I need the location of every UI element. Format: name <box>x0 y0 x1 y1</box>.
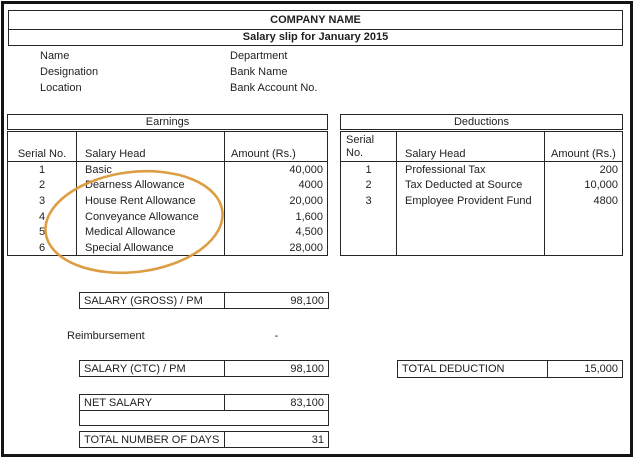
deductions-header-serial: Serial No. <box>341 132 397 161</box>
title-block: COMPANY NAME Salary slip for January 201… <box>8 10 623 46</box>
serial-cell: 4 <box>8 208 77 225</box>
gross-salary-box: SALARY (GROSS) / PM 98,100 <box>79 292 329 309</box>
salary-head-cell: Medical Allowance <box>77 224 225 240</box>
employee-info-left: Name Designation Location <box>40 48 98 96</box>
deductions-header-row: Serial No. Salary Head Amount (Rs.) <box>341 132 622 162</box>
total-deduction-amount: 15,000 <box>584 363 618 375</box>
ctc-salary-box: SALARY (CTC) / PM 98,100 <box>79 360 329 377</box>
total-days-amount: 31 <box>311 433 324 446</box>
empty-cell <box>341 208 397 255</box>
net-salary-empty-row <box>80 411 328 425</box>
empty-cell <box>545 209 622 255</box>
serial-cell: 3 <box>341 193 397 209</box>
serial-cell: 1 <box>8 162 77 178</box>
amount-cell: 200 <box>599 163 618 176</box>
employee-info-right: Department Bank Name Bank Account No. <box>230 48 317 96</box>
total-deduction-label: TOTAL DEDUCTION <box>398 361 548 377</box>
deductions-header-salary-head: Salary Head <box>397 132 545 161</box>
salary-head-cell: Tax Deducted at Source <box>397 177 545 194</box>
amount-cell: 40,000 <box>289 163 323 176</box>
total-days-box: TOTAL NUMBER OF DAYS 31 <box>79 431 329 448</box>
company-name: COMPANY NAME <box>9 11 622 30</box>
amount-cell: 10,000 <box>584 179 618 192</box>
total-deduction-box: TOTAL DEDUCTION 15,000 <box>397 360 623 378</box>
earnings-header-row: Serial No. Salary Head Amount (Rs.) <box>8 132 327 162</box>
salary-head-cell: Dearness Allowance <box>77 177 225 194</box>
slip-period-title: Salary slip for January 2015 <box>242 31 389 43</box>
salary-head-cell: Special Allowance <box>77 239 225 256</box>
ctc-salary-amount: 98,100 <box>290 362 324 375</box>
net-salary-amount: 83,100 <box>290 396 324 409</box>
bank-account-label: Bank Account No. <box>230 82 318 94</box>
table-row: 6 Special Allowance 28,000 <box>8 239 327 256</box>
table-row: 3 House Rent Allowance 20,000 <box>8 193 327 209</box>
salary-head-cell: Professional Tax <box>397 162 545 178</box>
amount-cell: 1,600 <box>295 210 323 223</box>
amount-cell: 20,000 <box>289 194 323 207</box>
salary-head-cell: Employee Provident Fund <box>397 193 545 209</box>
table-row: 3 Employee Provident Fund 4800 <box>341 193 622 209</box>
deductions-section-title: Deductions <box>340 114 623 130</box>
empty-cell <box>397 208 545 255</box>
bank-name-label: Bank Name <box>230 66 288 78</box>
table-row: 4 Conveyance Allowance 1,600 <box>8 208 327 225</box>
earnings-section-title: Earnings <box>7 114 328 130</box>
serial-cell: 1 <box>341 162 397 178</box>
location-label: Location <box>40 82 82 94</box>
amount-cell: 28,000 <box>289 241 323 254</box>
amount-cell: 4800 <box>593 194 618 207</box>
amount-cell: 4,500 <box>295 226 323 239</box>
serial-cell: 3 <box>8 193 77 209</box>
salary-head-cell: Conveyance Allowance <box>77 208 225 225</box>
earnings-table: Serial No. Salary Head Amount (Rs.) 1 Ba… <box>7 131 328 256</box>
gross-salary-amount: 98,100 <box>290 294 324 307</box>
serial-cell: 2 <box>8 177 77 194</box>
salary-head-cell: House Rent Allowance <box>77 193 225 209</box>
designation-label: Designation <box>40 66 99 78</box>
name-label: Name <box>40 50 70 62</box>
total-days-label: TOTAL NUMBER OF DAYS <box>80 432 225 447</box>
earnings-header-salary-head: Salary Head <box>77 132 225 161</box>
salary-head-cell: Basic <box>77 162 225 178</box>
deductions-empty-rows <box>341 208 622 255</box>
earnings-header-serial: Serial No. <box>8 132 77 161</box>
serial-cell: 2 <box>341 177 397 194</box>
table-row: 2 Tax Deducted at Source 10,000 <box>341 177 622 194</box>
net-salary-label: NET SALARY <box>80 395 225 410</box>
serial-cell: 5 <box>8 224 77 240</box>
table-row: 5 Medical Allowance 4,500 <box>8 224 327 240</box>
amount-cell: 4000 <box>298 179 323 192</box>
table-row: 1 Basic 40,000 <box>8 162 327 178</box>
deductions-table: Serial No. Salary Head Amount (Rs.) 1 Pr… <box>340 131 623 256</box>
earnings-header-amount: Amount (Rs.) <box>231 148 296 160</box>
table-row: 1 Professional Tax 200 <box>341 162 622 178</box>
gross-salary-label: SALARY (GROSS) / PM <box>80 293 225 308</box>
deductions-header-amount: Amount (Rs.) <box>551 148 616 160</box>
ctc-salary-label: SALARY (CTC) / PM <box>80 361 225 376</box>
table-row: 2 Dearness Allowance 4000 <box>8 177 327 194</box>
reimbursement-amount: - <box>274 330 279 342</box>
serial-cell: 6 <box>8 239 77 256</box>
net-salary-box: NET SALARY 83,100 <box>79 394 329 426</box>
reimbursement-label: Reimbursement <box>67 330 145 342</box>
department-label: Department <box>230 50 288 62</box>
